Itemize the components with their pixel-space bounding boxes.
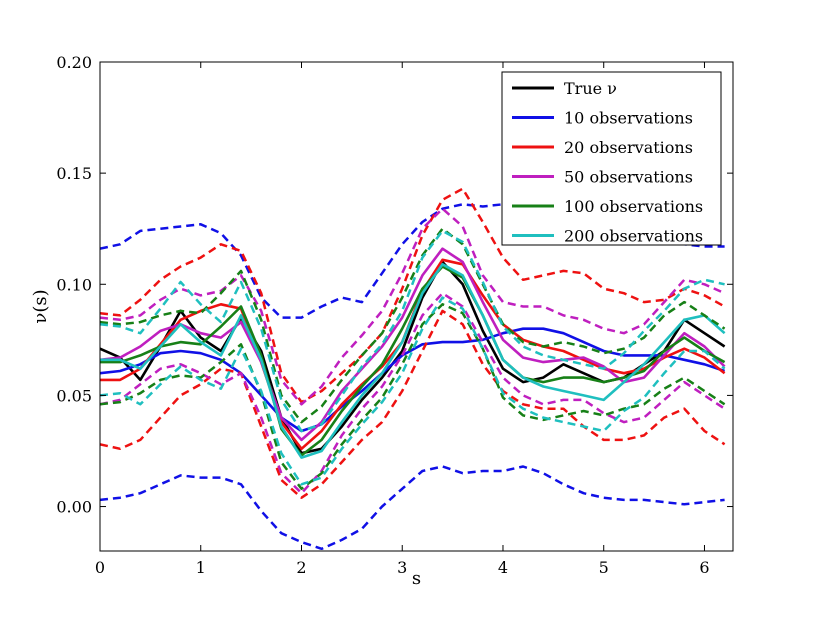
series-line-13 (100, 303, 726, 491)
series-line-10 (100, 207, 726, 406)
y-axis-label: ν(s) (30, 289, 51, 323)
x-tick-label: 3 (397, 558, 407, 577)
y-tick-label: 0.10 (56, 275, 92, 294)
legend-label: 10 observations (564, 109, 693, 128)
legend-label: 20 observations (564, 138, 693, 157)
series-line-4 (100, 265, 726, 457)
series-line-5 (100, 263, 726, 459)
y-tick-label: 0.20 (56, 53, 92, 72)
x-axis-label: s (412, 568, 421, 589)
series-line-12 (100, 227, 726, 424)
x-tick-label: 0 (95, 558, 105, 577)
y-tick-label: 0.15 (56, 164, 92, 183)
axis-ticks: 0 1 2 3 4 5 6 0.00 0.05 0.10 0.15 0.20 (56, 53, 733, 577)
legend: True ν 10 observations 20 observations 50 o… (501, 71, 722, 246)
series-line-9 (100, 309, 726, 499)
x-tick-label: 2 (296, 558, 306, 577)
x-tick-label: 4 (498, 558, 508, 577)
x-tick-label: 5 (599, 558, 609, 577)
series-line-0 (100, 260, 726, 455)
x-tick-label: 6 (699, 558, 709, 577)
legend-box (501, 71, 722, 246)
series-line-14 (100, 229, 725, 433)
series-line-7 (100, 465, 725, 551)
legend-label: 100 observations (564, 197, 703, 216)
plot-frame (99, 61, 734, 552)
series-layer (100, 187, 726, 551)
legend-label: 50 observations (564, 168, 693, 187)
legend-label: True ν (564, 79, 617, 98)
y-tick-label: 0.05 (56, 386, 92, 405)
legend-label: 200 observations (564, 227, 703, 246)
x-tick-label: 1 (196, 558, 206, 577)
series-line-8 (100, 187, 726, 404)
y-tick-label: 0.00 (56, 498, 92, 517)
